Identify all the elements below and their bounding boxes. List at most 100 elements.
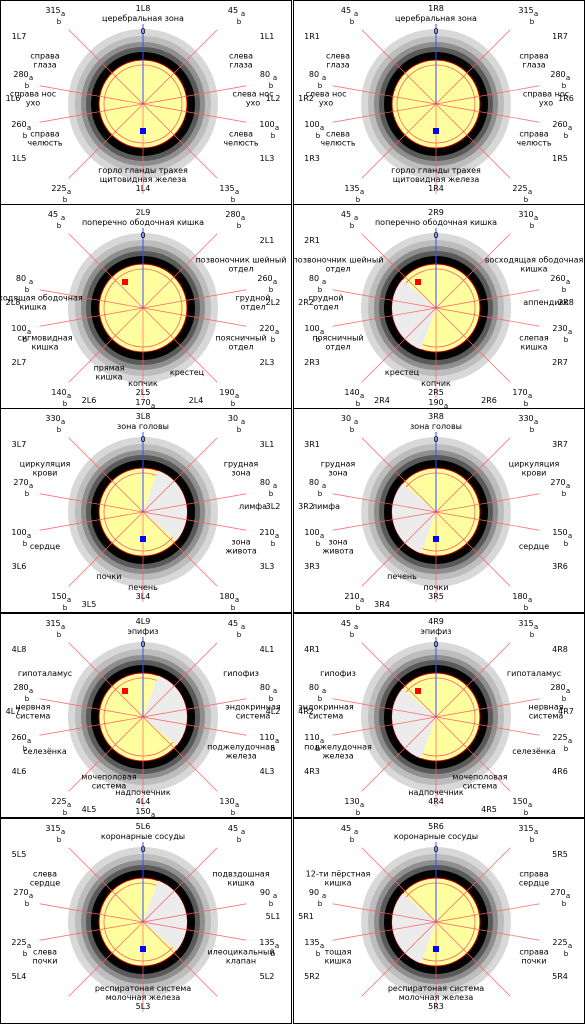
zone-code-top: 1L8 [136,4,151,13]
angle-tick-b: b [63,196,68,204]
angle-tick-a: a [61,623,65,631]
sector-label-line: грудной [236,294,271,303]
angle-label: 135 [219,184,234,193]
angle-tick-a: a [354,828,358,836]
angle-tick-b: b [316,132,321,140]
sector-label-line: кишка [520,343,547,352]
angle-tick-b: b [530,836,535,844]
zone-code: 5L4 [12,972,27,981]
zone-code: 1R3 [304,154,320,163]
zone-code: 4R2 [298,707,314,716]
zone-label-bottom: молочная железа [106,993,181,1002]
zone-code: 3L1 [260,440,275,449]
sector-label-line: справа нос [10,90,56,99]
angle-label: 210 [344,592,359,601]
sector-label: 12-ти пёрстная кишка [306,870,371,888]
ray-3 [435,698,540,718]
angle-label: 180 [219,592,234,601]
sector-label-line: сигмовидная [17,334,72,343]
sector-label: слева глаза [229,52,253,70]
sector-label-line: живота [322,547,354,556]
angle-tick-b: b [23,132,28,140]
angle-label: 100 [11,324,26,333]
zero-label: 0 [140,27,145,36]
sector-label-line: селезёнка [512,747,556,756]
sector-label: нервная система [529,703,564,721]
angle-tick-b: b [57,222,62,230]
angle-tick-b: b [269,82,274,90]
ray-7 [435,716,511,792]
angle-tick-a: a [320,737,324,745]
angle-label: 80 [309,683,319,692]
angle-tick-b: b [237,222,242,230]
angle-label: 315 [518,619,533,628]
angle-label: 45 [341,6,351,15]
marker-blue [433,536,439,542]
zone-code: 5L1 [266,912,281,921]
angle-label: 45 [341,824,351,833]
ray-2 [332,289,437,309]
sector-label-line: гипоталамус [507,669,561,678]
sector-label-line: ухо [26,99,40,108]
angle-tick-a: a [29,687,33,695]
ray-2 [332,85,437,105]
ray-5 [142,921,247,941]
sector-label: зона живота [225,538,257,556]
angle-tick-a: a [360,596,364,604]
angle-tick-a: a [273,74,277,82]
angle-label: 90 [260,888,270,897]
ray-5 [142,103,247,123]
angle-tick-b: b [63,604,68,612]
sector-label: мочеполовая система [81,773,136,791]
zone-code: 3L7 [12,440,27,449]
angle-label: 260 [550,274,565,283]
angle-tick-a: a [27,328,31,336]
angle-label: 140 [344,388,359,397]
angle-tick-a: a [27,532,31,540]
zone-code: 1L7 [12,32,27,41]
angle-label: 270 [550,478,565,487]
ray-4 [39,921,144,941]
ray-5 [142,716,247,736]
angle-tick-b: b [356,809,361,817]
zone-title-top: коронарные сосуды [394,832,478,841]
sector-label: селезёнка [512,747,556,756]
sector-label: циркуляция крови [509,460,560,478]
inactive-sector [143,675,187,746]
angle-tick-b: b [356,400,361,408]
sector-label-line: ухо [319,99,333,108]
sector-label-line: нисходящая ободочная [1,294,83,303]
zone-code: 4R8 [552,645,568,654]
angle-tick-b: b [63,809,68,817]
zone-code: 1L1 [260,32,275,41]
sector-label-line: лимфа [312,502,340,511]
ray-3 [142,289,247,309]
angle-label: 110 [304,733,319,742]
angle-tick-b: b [524,196,529,204]
sector-label-line: крови [522,469,547,478]
angle-tick-a: a [568,737,572,745]
angle-tick-a: a [320,532,324,540]
zone-label-bottom: печень [128,583,158,592]
angle-tick-a: a [360,392,364,400]
angle-label: 80 [309,478,319,487]
ray-4 [332,307,437,327]
angle-label: 80 [260,478,270,487]
sector-label: грудная зона [321,460,356,478]
ray-6 [361,511,437,587]
sector-label: эндокринная система [298,703,354,721]
sector-label: лимфа [239,502,267,511]
angle-tick-a: a [534,10,538,18]
sector-label-line: эндокринная [298,703,354,712]
angle-label: 45 [341,210,351,219]
zone-code: 2R4 [374,396,390,405]
angle-label: 100 [259,120,274,129]
sector-label-line: почки [522,957,547,966]
angle-tick-a: a [27,942,31,950]
sector-label-line: железа [225,752,256,761]
ray-6 [361,103,437,179]
zone-code-top: 3L8 [136,412,151,421]
angle-tick-a: a [322,687,326,695]
ray-5 [435,716,540,736]
zone-code: 4R3 [304,767,320,776]
